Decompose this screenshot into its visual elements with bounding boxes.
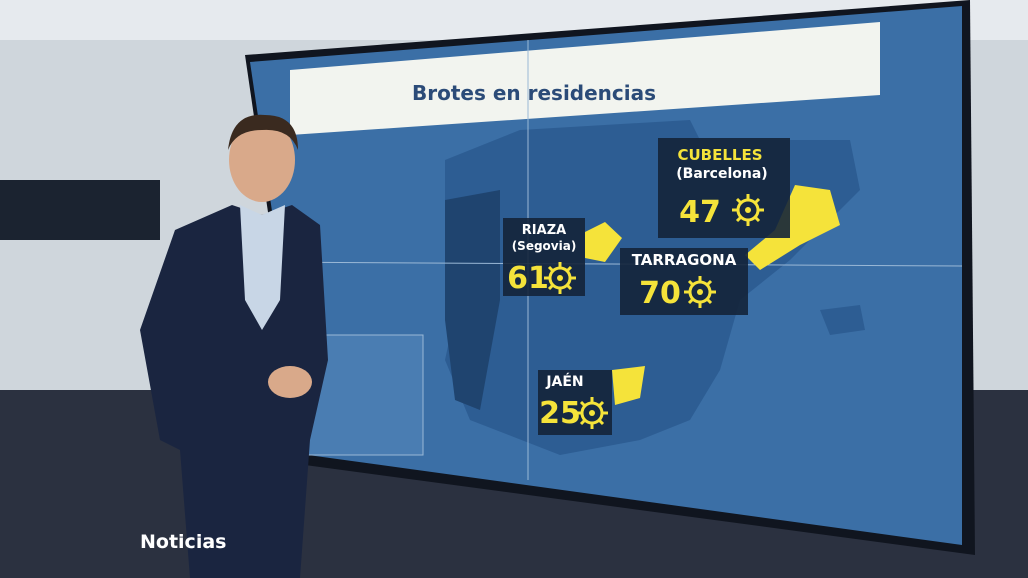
title-band [290, 22, 880, 135]
place: TARRAGONA [632, 251, 737, 269]
region: (Segovia) [512, 239, 577, 253]
count: 25 [539, 396, 581, 431]
portugal-map [445, 190, 500, 410]
place: JAÉN [545, 373, 583, 390]
label-box [503, 218, 585, 296]
title: Brotes en residencias [412, 81, 656, 105]
region-highlight [745, 185, 840, 270]
label-box [620, 248, 748, 315]
count: 47 [679, 195, 721, 230]
channel-logo: Noticias [140, 531, 226, 553]
region-highlight [612, 366, 645, 405]
screen-seam [249, 261, 963, 267]
place: RIAZA [522, 223, 566, 238]
count: 70 [639, 276, 681, 311]
presenter [140, 114, 328, 578]
place: CUBELLES [677, 146, 762, 164]
monitor [0, 180, 160, 240]
balearic-map [820, 305, 865, 335]
label-box [538, 370, 612, 435]
region: (Barcelona) [676, 166, 767, 182]
label-box [658, 138, 790, 238]
count: 61 [507, 261, 549, 296]
region-highlight [585, 222, 622, 262]
